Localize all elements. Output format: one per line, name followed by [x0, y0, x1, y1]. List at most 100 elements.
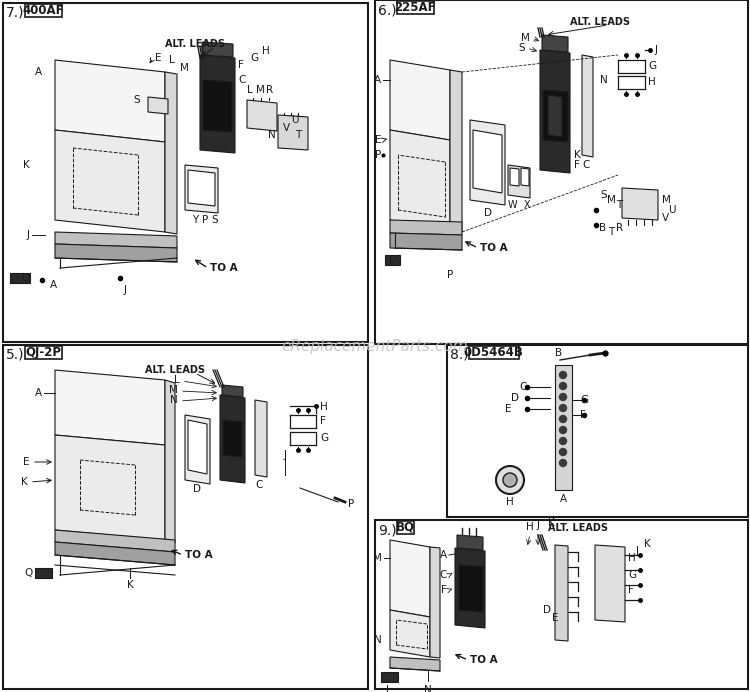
Polygon shape: [148, 97, 168, 114]
Text: R: R: [616, 223, 623, 233]
Text: S: S: [600, 190, 607, 200]
Polygon shape: [278, 115, 308, 150]
Polygon shape: [543, 90, 568, 142]
Text: J: J: [536, 520, 539, 530]
Text: S: S: [134, 95, 140, 105]
Text: TO A: TO A: [480, 243, 508, 253]
Bar: [375, 520, 748, 689]
Polygon shape: [473, 130, 502, 193]
Polygon shape: [555, 545, 568, 641]
Text: F: F: [628, 585, 634, 595]
Text: TO A: TO A: [210, 263, 238, 273]
Text: N: N: [374, 635, 382, 645]
Polygon shape: [55, 130, 165, 232]
Polygon shape: [255, 400, 267, 477]
Text: TO A: TO A: [185, 550, 213, 560]
Polygon shape: [457, 535, 483, 550]
Text: E: E: [155, 53, 161, 63]
Text: M: M: [662, 195, 670, 205]
Text: ALT. LEADS: ALT. LEADS: [548, 523, 608, 533]
Polygon shape: [188, 170, 215, 206]
Text: M: M: [256, 85, 265, 95]
Polygon shape: [185, 415, 210, 484]
Text: C: C: [255, 480, 262, 490]
Text: H: H: [526, 522, 534, 532]
Polygon shape: [622, 188, 658, 220]
Text: 400AF: 400AF: [22, 4, 64, 17]
Circle shape: [503, 473, 517, 487]
Circle shape: [560, 372, 566, 379]
Text: F: F: [574, 160, 580, 170]
Polygon shape: [540, 50, 570, 173]
Polygon shape: [55, 435, 165, 540]
Text: P: P: [447, 270, 453, 280]
Text: C: C: [440, 570, 447, 580]
Polygon shape: [390, 233, 462, 250]
Text: TO A: TO A: [470, 655, 498, 665]
Bar: [35, 568, 52, 578]
Text: A: A: [440, 550, 447, 560]
Polygon shape: [430, 547, 440, 658]
Text: V: V: [283, 123, 290, 133]
Text: P: P: [348, 499, 354, 509]
Text: C: C: [582, 160, 590, 170]
Text: B: B: [599, 223, 606, 233]
Text: ALT. LEADS: ALT. LEADS: [165, 39, 225, 49]
Bar: [381, 672, 398, 682]
Text: 8.): 8.): [450, 348, 469, 362]
Text: E: E: [505, 404, 511, 414]
Polygon shape: [188, 420, 207, 474]
Text: 0D5464B: 0D5464B: [464, 346, 524, 359]
Text: 6.): 6.): [378, 3, 397, 17]
Text: H: H: [506, 497, 514, 507]
Text: J: J: [284, 450, 286, 460]
Polygon shape: [455, 548, 485, 628]
Text: 9.): 9.): [378, 523, 397, 537]
Polygon shape: [165, 380, 175, 543]
Polygon shape: [390, 220, 462, 235]
Polygon shape: [390, 657, 440, 671]
Text: L: L: [389, 255, 395, 265]
Text: G: G: [250, 53, 258, 63]
Text: W: W: [507, 200, 517, 210]
Bar: [397, 1, 433, 14]
Text: D: D: [484, 208, 492, 218]
Text: H: H: [262, 46, 270, 56]
Text: Y: Y: [192, 215, 198, 225]
Text: A: A: [34, 388, 42, 398]
Text: N: N: [424, 685, 432, 692]
Polygon shape: [203, 80, 232, 132]
Circle shape: [560, 459, 566, 466]
Polygon shape: [165, 72, 177, 234]
Bar: [3, 345, 368, 689]
Polygon shape: [510, 168, 519, 186]
Text: H: H: [628, 553, 636, 563]
Circle shape: [496, 466, 524, 494]
Text: J: J: [636, 546, 639, 556]
Text: E: E: [552, 613, 559, 623]
Text: T: T: [295, 130, 302, 140]
Polygon shape: [200, 55, 235, 153]
Text: G: G: [648, 61, 656, 71]
Text: C: C: [520, 382, 527, 392]
Text: A: A: [560, 494, 566, 504]
Polygon shape: [390, 610, 430, 657]
Bar: [25, 346, 62, 359]
Polygon shape: [247, 100, 277, 131]
Polygon shape: [55, 232, 177, 248]
Text: E: E: [374, 135, 381, 145]
Text: 5.): 5.): [6, 348, 25, 362]
Polygon shape: [555, 365, 572, 490]
Text: X: X: [524, 200, 530, 210]
Text: T: T: [616, 200, 622, 210]
Text: D: D: [193, 484, 201, 494]
Polygon shape: [220, 395, 245, 483]
Polygon shape: [459, 565, 483, 612]
Polygon shape: [390, 60, 450, 140]
Text: F: F: [441, 585, 447, 595]
Polygon shape: [222, 385, 243, 397]
Polygon shape: [202, 42, 233, 57]
Text: M: M: [170, 385, 178, 395]
Text: T: T: [608, 227, 614, 237]
Polygon shape: [521, 168, 529, 186]
